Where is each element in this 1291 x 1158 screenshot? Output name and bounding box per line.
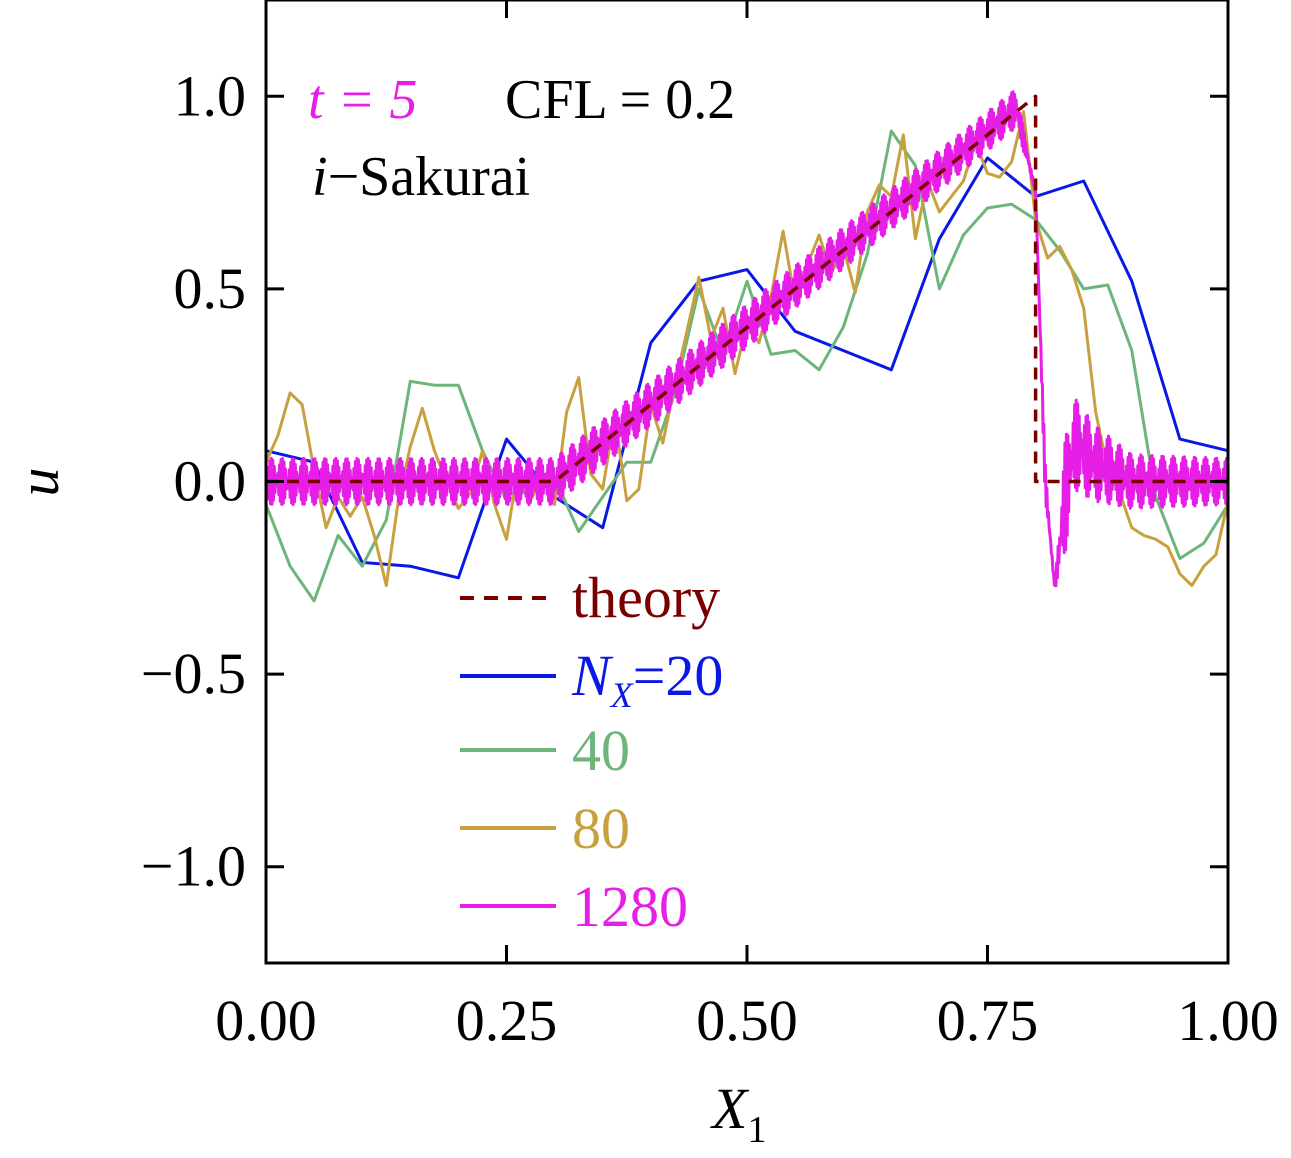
y-axis-label: u — [6, 468, 71, 497]
legend-label-40: 40 — [572, 718, 630, 783]
legend-nx-subscript: X — [609, 675, 635, 715]
x-tick-label: 0.50 — [696, 988, 798, 1053]
legend: theory NX=20 40 80 1280 — [460, 565, 723, 939]
tick-layer: 0.00 0.25 0.50 0.75 1.00 1.0 0.5 0.0 −0.5 −1.0 — [141, 0, 1279, 1053]
legend-label-theory: theory — [572, 565, 720, 630]
legend-nx-value: =20 — [633, 643, 724, 708]
legend-label-nx20: NX=20 — [571, 643, 723, 715]
annotation-cfl: CFL = 0.2 — [505, 69, 735, 131]
y-tick-label: −1.0 — [141, 834, 246, 899]
annotation-method-prefix: i — [312, 146, 328, 208]
series-layer — [264, 90, 1230, 603]
x-axis-label-symbol: X — [710, 1076, 750, 1141]
series-line-1280 — [264, 90, 1230, 588]
x-axis-label-subscript: 1 — [747, 1109, 766, 1151]
legend-label-1280: 1280 — [572, 874, 688, 939]
y-tick-label: 0.0 — [174, 449, 247, 514]
x-tick-label: 0.00 — [215, 988, 317, 1053]
y-tick-label: 0.5 — [174, 256, 247, 321]
legend-label-80: 80 — [572, 796, 630, 861]
annotation-method-name: −Sakurai — [328, 146, 531, 208]
series-line-theory — [266, 94, 1228, 484]
x-axis-label: X1 — [710, 1076, 766, 1151]
y-tick-label: 1.0 — [174, 63, 247, 128]
annotation-method: i−Sakurai — [312, 146, 530, 208]
x-tick-label: 0.75 — [937, 988, 1039, 1053]
series-line-20 — [265, 156, 1229, 580]
annotation-time: t = 5 — [308, 69, 417, 131]
x-tick-label: 1.00 — [1177, 988, 1279, 1053]
x-tick-label: 0.25 — [456, 988, 558, 1053]
legend-nx-symbol: N — [571, 643, 614, 708]
y-tick-label: −0.5 — [141, 641, 246, 706]
